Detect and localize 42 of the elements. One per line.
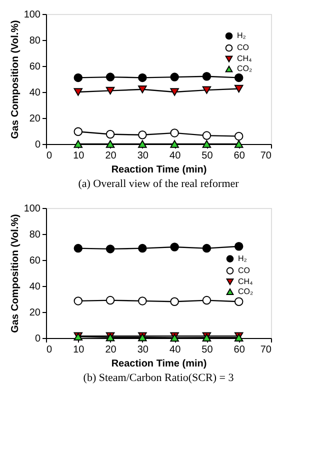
x-tick-label: 20 [105,150,117,162]
x-tick-label: 0 [46,344,52,356]
x-tick-label: 70 [260,344,272,356]
legend-label: H₂ [237,31,246,40]
legend-label: CO [238,266,250,275]
text: (a) Overall view of the real reformer [78,178,240,190]
legend-label: CO₂ [237,64,252,73]
x-axis-title: Reaction Time (min) [111,164,207,176]
y-tick-label: 40 [29,88,41,98]
x-tick-label: 60 [234,344,246,356]
y-axis-title: Gas Composition (Vol.%) [10,214,21,333]
x-tick-label: 50 [202,150,214,162]
y-tick-label: 20 [29,114,41,124]
legend-label: CH₄ [237,54,252,63]
legend-label: CO₂ [238,286,254,296]
legend-label: H₂ [238,254,247,263]
x-tick-label: 40 [170,150,182,162]
x-tick-label: 10 [73,344,85,356]
x-tick-label: 30 [137,344,149,356]
legend-label: CO [237,43,249,52]
x-tick-label: 60 [234,150,246,162]
x-tick-label: 50 [202,344,214,356]
y-tick-label: 0 [34,140,41,150]
text: (b) Steam/Carbon Ratio(SCR) = 3 [83,372,234,384]
x-tick-label: 30 [137,150,149,162]
y-tick-label: 100 [24,10,41,20]
y-axis-title: Gas Composition (Vol.%) [10,20,21,139]
x-tick-label: 0 [46,150,52,162]
x-tick-label: 10 [73,150,85,162]
legend-label: CH₄ [238,276,253,286]
y-tick-label: 60 [29,62,41,72]
y-tick-label: 40 [29,282,41,292]
x-axis-title: Reaction Time (min) [111,358,207,370]
x-tick-label: 70 [260,150,272,162]
x-tick-label: 20 [105,344,117,356]
y-tick-label: 0 [34,334,41,344]
x-tick-label: 40 [170,344,182,356]
y-tick-label: 80 [29,36,41,46]
y-tick-label: 60 [29,256,41,266]
y-tick-label: 20 [29,308,41,318]
y-tick-label: 80 [29,230,41,240]
y-tick-label: 100 [24,204,41,214]
